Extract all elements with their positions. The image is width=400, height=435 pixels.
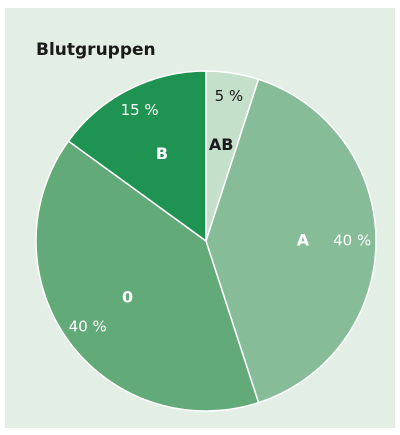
chart-title: Blutgruppen [36,40,156,60]
slice-label: AB [209,135,234,154]
value-label: 40 % [333,232,371,250]
slice-label: B [156,144,168,163]
value-label: 15 % [121,101,159,119]
value-label: 5 % [215,87,244,105]
value-label: 40 % [69,317,107,335]
pie-slice [67,70,207,243]
pie-slice [205,78,377,404]
slice-label: A [297,231,310,250]
slice-label: 0 [122,287,133,306]
pie-slice [35,140,260,412]
